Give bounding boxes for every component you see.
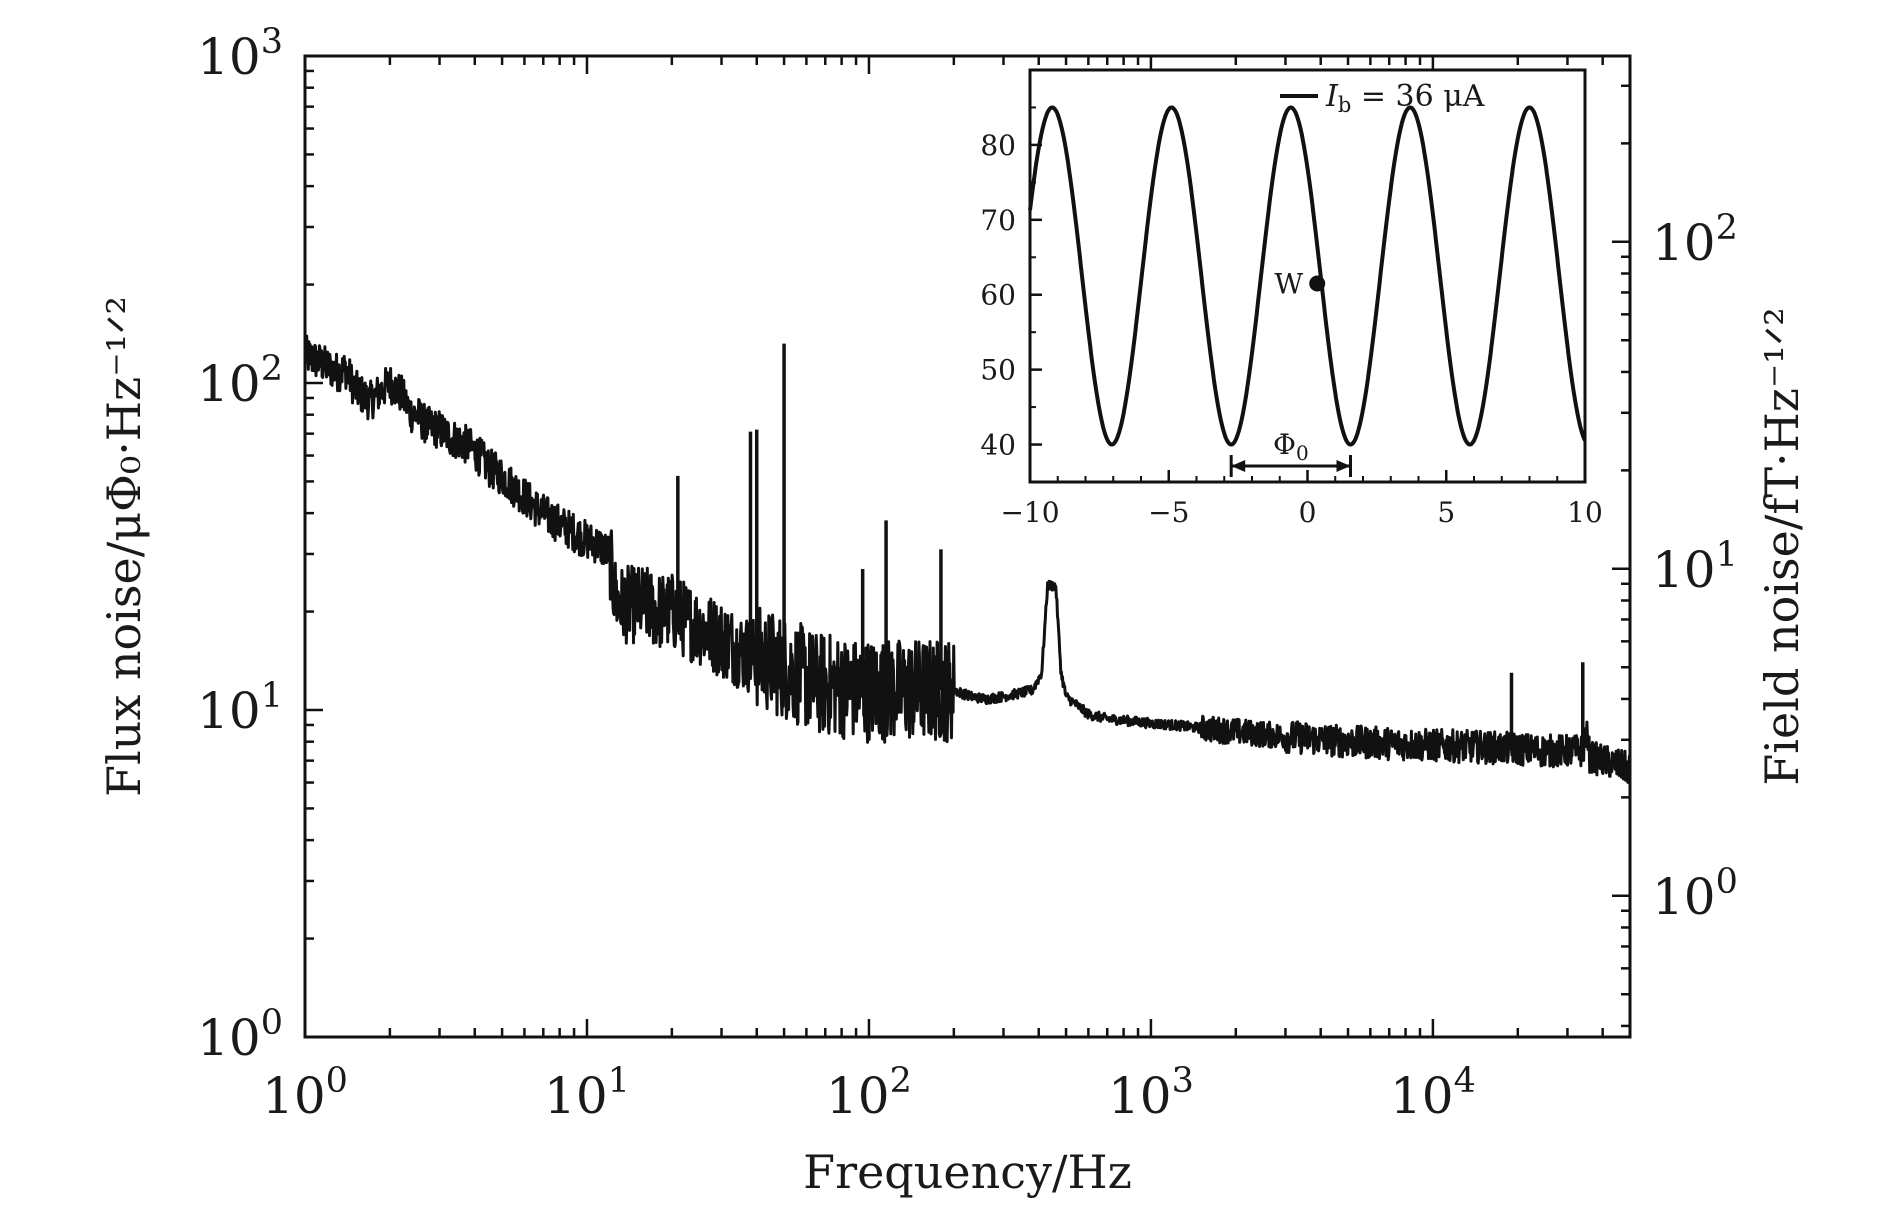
inset-background [1030,70,1585,482]
inset-tick-labels: −10 −5 0 5 10 40 50 60 70 80 [980,129,1602,529]
working-point-label: W [1274,267,1303,300]
inset-annotations: W Φ0 [1229,267,1353,478]
y-axis-title: Flux noise/μΦ₀·Hz⁻¹ᐟ² [97,296,151,797]
inset-series-group [1028,105,1587,447]
x-tick-label: 102 [826,1061,912,1125]
inset-chart: −10 −5 0 5 10 40 50 60 70 80 Ib = 36 μA W Φ0 [980,68,1603,529]
inset-x-tick-label: −10 [1000,496,1059,529]
main-series-group [303,334,1632,784]
inset-y-tick-label: 40 [980,429,1016,462]
legend-label: Ib = 36 μA [1325,79,1485,117]
inset-x-tick-label: 10 [1567,496,1603,529]
x-tick-label: 104 [1390,1061,1476,1125]
inset-y-tick-label: 50 [980,354,1016,387]
y2-tick-label: 102 [1652,208,1738,272]
period-arrow-right-head [1336,460,1351,473]
x-tick-label: 101 [544,1061,630,1125]
inset-y-tick-label: 60 [980,279,1016,312]
period-label: Φ0 [1273,428,1309,465]
inset-axis-ticks [1028,106,1587,483]
main-axis-ticks [303,54,1632,1039]
y-tick-label: 102 [197,349,283,413]
period-arrow-left-head [1231,460,1246,473]
main-plot-frame [303,54,1632,1039]
inset-x-tick-label: 5 [1437,496,1455,529]
y2-tick-label: 101 [1652,535,1738,599]
flux-noise-trace [303,334,1632,784]
inset-y-tick-label: 80 [980,129,1016,162]
inset-x-tick-label: 0 [1299,496,1317,529]
y-tick-label: 101 [197,676,283,740]
working-point-marker [1309,275,1326,292]
x-axis-title: Frequency/Hz [803,1145,1132,1199]
y-tick-label: 100 [197,1003,283,1067]
y2-tick-label: 100 [1652,862,1738,926]
x-tick-label: 103 [1108,1061,1194,1125]
x-tick-label: 100 [262,1061,348,1125]
y2-axis-title: Field noise/fT·Hz⁻¹ᐟ² [1755,307,1809,785]
inset-y-tick-label: 70 [980,204,1016,237]
voltage-flux-curve [1028,105,1587,447]
inset-x-tick-label: −5 [1148,496,1189,529]
y-tick-label: 103 [197,22,283,86]
inset-legend: Ib = 36 μA [1280,79,1485,117]
